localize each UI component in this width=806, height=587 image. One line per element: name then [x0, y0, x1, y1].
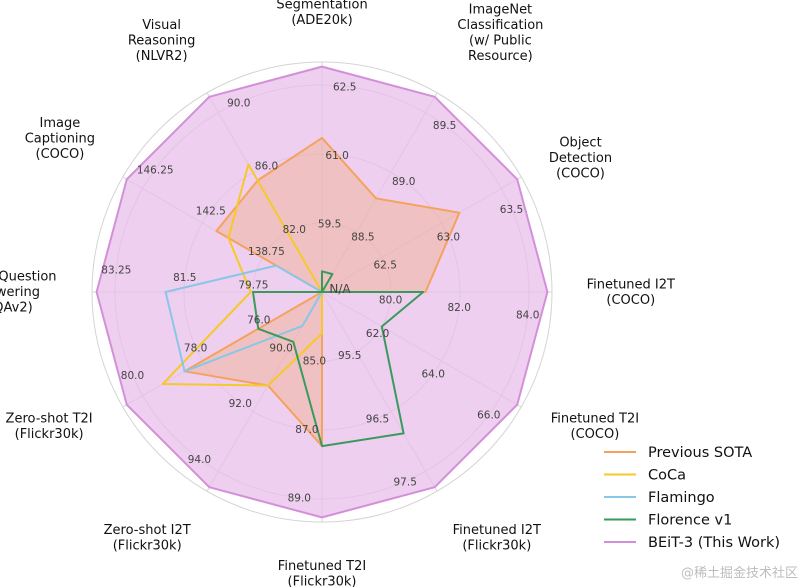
axis-label-line: (COCO) [606, 293, 655, 308]
legend-item: CoCa [604, 468, 686, 484]
tick-label-fti2t_flickr-1: 95.5 [338, 350, 361, 362]
tick-label-ic-1: 88.5 [351, 231, 374, 243]
tick-label-nlvr-3: 90.0 [227, 98, 250, 110]
tick-label-vqa-1: 79.75 [238, 279, 268, 291]
radar-tick-labels: 59.5 61.0 62.5 88.5 89.0 89.5 62.5 63.0 63.5 80.0… [101, 81, 539, 504]
axis-label-line: Finetuned T2I [551, 411, 639, 426]
legend-item: BEiT-3 (This Work) [604, 535, 780, 551]
legend-label: CoCa [648, 468, 686, 484]
tick-label-ftt2i_flickr-3: 89.0 [288, 493, 311, 505]
tick-label-ftt2i_flickr-1: 85.0 [303, 356, 326, 368]
axis-label-line: Answering [0, 285, 40, 300]
tick-label-ftt2i_coco-1: 62.0 [366, 328, 389, 340]
legend-item: Flamingo [604, 490, 715, 506]
legend-label: Florence v1 [648, 513, 732, 529]
series-coca [161, 163, 323, 387]
axis-label-line: (COCO) [571, 427, 620, 442]
series-flamingo [164, 264, 323, 373]
tick-label-zst2i-2: 78.0 [184, 343, 207, 355]
tick-label-od-2: 63.0 [437, 232, 460, 244]
tick-label-cap-1: 138.75 [248, 246, 285, 258]
axis-label-line: Zero-shot T2I [6, 411, 93, 426]
tick-label-vqa-3: 83.25 [101, 264, 131, 276]
tick-label-vqa-2: 81.5 [173, 272, 196, 284]
tick-label-ss-1: 59.5 [318, 218, 341, 230]
radar-axis-labels: SemanticSegmentation(ADE20k) ImageNetClas… [0, 0, 675, 587]
axis-label-line: (NLVR2) [136, 49, 188, 64]
tick-label-zst2i-1: 76.0 [247, 315, 270, 327]
axis-label-line: (ADE20k) [291, 13, 352, 28]
axis-label-line: (Flickr30k) [288, 575, 357, 587]
tick-label-od-3: 63.5 [500, 204, 523, 216]
axis-label-line: (VQAv2) [0, 301, 33, 316]
tick-label-od-1: 62.5 [374, 259, 397, 271]
axis-label-vqa: Visual QuestionAnswering(VQAv2) [0, 270, 57, 316]
tick-label-fti2t_coco-1: 80.0 [379, 295, 402, 307]
axis-label-line: Classification [457, 18, 543, 33]
axis-label-line: Visual Question [0, 270, 57, 285]
axis-label-line: ImageNet [469, 2, 533, 17]
axis-label-line: Visual [142, 18, 181, 33]
legend-item: Florence v1 [604, 513, 732, 529]
tick-label-zst2i-3: 80.0 [121, 370, 144, 382]
axis-label-line: (Flickr30k) [15, 427, 84, 442]
center-label: N/A [329, 282, 351, 296]
axis-label-line: Resource) [468, 49, 533, 64]
tick-label-ic-3: 89.5 [433, 120, 456, 132]
tick-label-ss-2: 61.0 [325, 150, 348, 162]
legend-label: Flamingo [648, 490, 715, 506]
axis-label-zst2i: Zero-shot T2I (Flickr30k) [6, 411, 93, 442]
axis-label-ftt2i_flickr: Finetuned T2I (Flickr30k) [278, 559, 366, 587]
legend-item: Previous SOTA [604, 445, 752, 461]
axis-label-line: Image [40, 116, 81, 131]
tick-label-fti2t_flickr-3: 97.5 [394, 477, 417, 489]
axis-label-line: Finetuned I2T [587, 277, 675, 292]
tick-label-fti2t_flickr-2: 96.5 [366, 413, 389, 425]
axis-label-line: (COCO) [36, 147, 85, 162]
watermark-text: @稀土掘金技术社区 [680, 566, 798, 581]
axis-label-line: (Flickr30k) [462, 539, 531, 554]
axis-label-nlvr: Visual Reasoning (NLVR2) [128, 18, 195, 64]
tick-label-zsi2t-1: 90.0 [269, 343, 292, 355]
tick-label-zsi2t-3: 94.0 [188, 454, 211, 466]
axis-label-line: (Flickr30k) [113, 539, 182, 554]
tick-label-fti2t_coco-2: 82.0 [448, 302, 471, 314]
axis-label-fti2t_coco: Finetuned I2T (COCO) [587, 277, 675, 308]
axis-label-ic: ImageNet Classification (w/ Public Resource… [457, 2, 543, 64]
axis-label-line: Zero-shot I2T [104, 523, 191, 538]
legend-label: Previous SOTA [648, 445, 752, 461]
axis-label-cap: Image Captioning (COCO) [25, 116, 95, 162]
axis-label-line: (w/ Public [469, 33, 532, 48]
tick-label-nlvr-2: 86.0 [255, 161, 278, 173]
tick-label-cap-2: 142.5 [196, 205, 226, 217]
tick-label-cap-3: 146.25 [137, 164, 174, 176]
tick-label-zsi2t-2: 92.0 [229, 398, 252, 410]
axis-label-line: Reasoning [128, 33, 195, 48]
tick-label-ftt2i_coco-3: 66.0 [477, 410, 500, 422]
axis-label-od: Object Detection (COCO) [549, 136, 612, 182]
axis-label-line: Segmentation [276, 0, 367, 13]
legend-label: BEiT-3 (This Work) [648, 535, 780, 551]
axis-label-line: (COCO) [556, 167, 605, 182]
tick-label-ss-3: 62.5 [333, 81, 356, 93]
tick-label-ftt2i_coco-2: 64.0 [422, 369, 445, 381]
legend: Previous SOTA CoCa Flamingo Florence v1 BEiT… [604, 445, 780, 551]
tick-label-nlvr-1: 82.0 [283, 224, 306, 236]
series-florence-v1 [252, 270, 425, 448]
axis-label-line: Finetuned I2T [453, 523, 541, 538]
tick-label-fti2t_coco-3: 84.0 [516, 310, 539, 322]
radar-series [95, 65, 549, 519]
axis-label-fti2t_flickr: Finetuned I2T (Flickr30k) [453, 523, 541, 554]
axis-label-ftt2i_coco: Finetuned T2I (COCO) [551, 411, 639, 442]
tick-label-ic-2: 89.0 [392, 176, 415, 188]
axis-label-line: Detection [549, 151, 612, 166]
axis-label-line: Finetuned T2I [278, 559, 366, 574]
axis-label-line: Captioning [25, 132, 95, 147]
tick-label-ftt2i_flickr-2: 87.0 [295, 424, 318, 436]
axis-label-ss: SemanticSegmentation(ADE20k) [276, 0, 367, 28]
axis-label-line: Object [559, 136, 601, 151]
axis-label-zsi2t: Zero-shot I2T (Flickr30k) [104, 523, 191, 554]
